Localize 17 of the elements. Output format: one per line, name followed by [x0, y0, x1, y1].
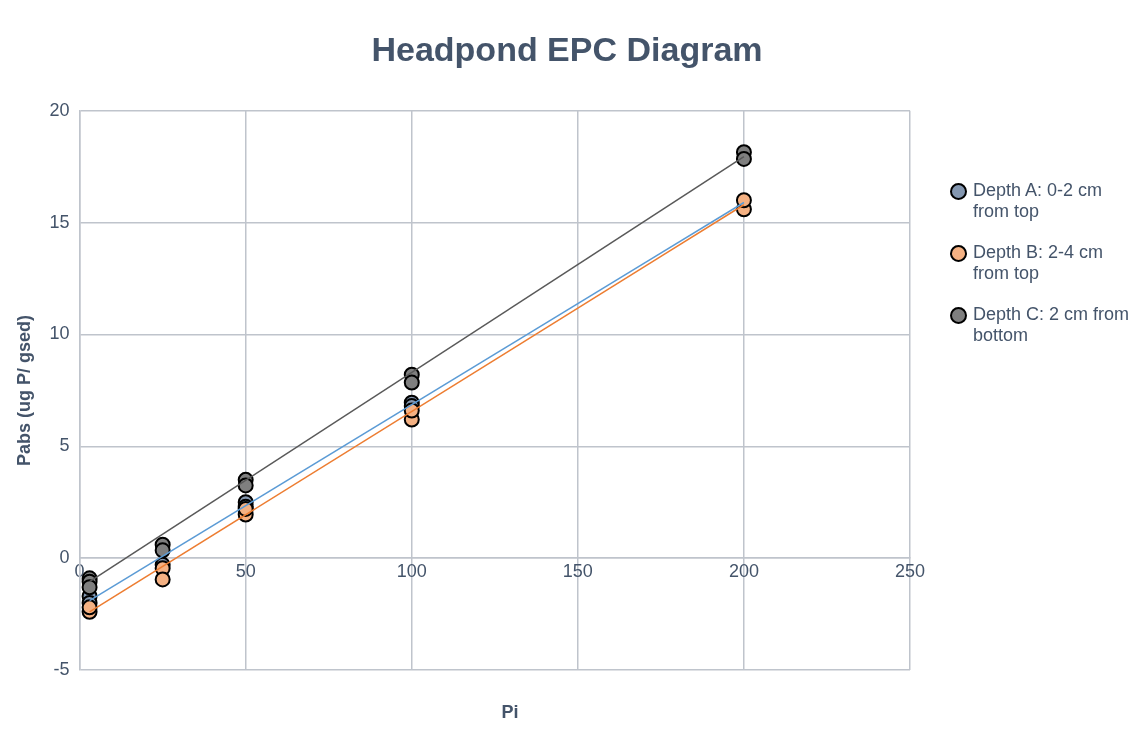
x-axis-title: Pi — [500, 702, 520, 723]
legend-label: Depth C: 2 cm from bottom — [973, 304, 1130, 346]
y-tick-label: 5 — [59, 435, 70, 456]
y-tick-label: -5 — [53, 658, 70, 679]
y-axis-title: Pabs (ug P/ gsed) — [13, 314, 34, 466]
x-tick-label: 250 — [894, 560, 926, 581]
x-tick-label: 100 — [396, 560, 427, 581]
legend-label: Depth A: 0-2 cm from top — [973, 180, 1104, 222]
y-tick-label: 15 — [49, 211, 70, 232]
x-tick-label: 200 — [728, 560, 759, 581]
x-tick-label: 150 — [562, 560, 593, 581]
y-tick-label: 10 — [49, 323, 70, 344]
legend-label: Depth B: 2-4 cm from top — [973, 242, 1105, 284]
chart-title: Headpond EPC Diagram — [370, 30, 764, 69]
y-tick-label: 0 — [59, 547, 70, 568]
x-tick-label: 50 — [235, 560, 256, 581]
y-tick-label: 20 — [49, 99, 70, 120]
